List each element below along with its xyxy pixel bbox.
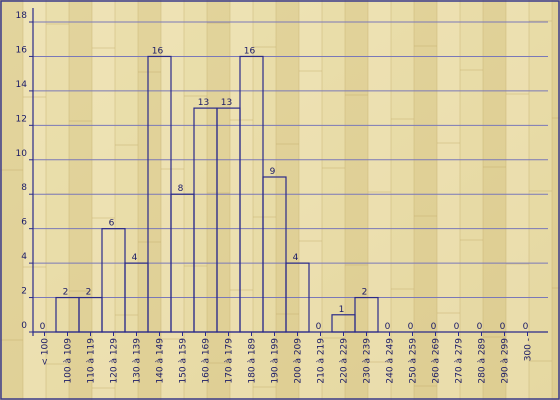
x-tick-label: 300 -	[524, 338, 534, 361]
bar-value-label: 0	[454, 322, 460, 332]
bar-value-label: 16	[152, 46, 164, 56]
x-tick-label: 190 à 199	[271, 338, 281, 384]
bar-value-label: 0	[40, 322, 46, 332]
x-tick-label: 250 à 259	[409, 338, 419, 384]
x-tick-label: 230 à 239	[363, 338, 373, 384]
x-tick-label: 160 à 169	[202, 338, 212, 384]
x-tick-label: 110 à 119	[87, 338, 97, 384]
wood-plank	[460, 0, 483, 400]
bar-value-label: 13	[221, 98, 232, 108]
x-tick-label: 150 à 159	[179, 338, 189, 384]
wood-plank	[322, 0, 345, 400]
bar-value-label: 13	[198, 98, 209, 108]
x-tick-label: 130 à 139	[133, 338, 143, 384]
y-tick-label: 10	[16, 149, 28, 159]
wood-plank	[345, 0, 368, 400]
bar-value-labels: 0 2 2 6 4 16 8 13 13 16 9 4 0 1 2 0 0 0 0 0 0 0	[40, 46, 529, 332]
bar-value-label: 2	[63, 288, 69, 298]
wood-plank	[483, 0, 506, 400]
y-tick-label: 0	[21, 321, 27, 331]
y-tick-label: 18	[16, 11, 28, 21]
wood-plank	[437, 0, 460, 400]
x-tick-label: 170 à 179	[225, 338, 235, 384]
wood-plank	[184, 0, 207, 400]
x-tick-label: 140 à 149	[156, 338, 166, 384]
bar-value-label: 0	[523, 322, 529, 332]
x-tick-label: 100 à 109	[64, 338, 74, 384]
x-tick-label: 220 à 229	[340, 338, 350, 384]
y-tick-label: 6	[21, 218, 27, 228]
y-tick-label: 12	[16, 114, 27, 124]
x-tick-label: 120 à 129	[110, 338, 120, 384]
bar-value-label: 6	[109, 219, 115, 229]
wood-plank	[46, 0, 69, 400]
bar-value-label: 4	[293, 253, 299, 263]
bar-value-label: 4	[132, 253, 138, 263]
wood-plank	[115, 0, 138, 400]
y-tick-label: 8	[21, 183, 27, 193]
wood-plank	[230, 0, 253, 400]
bar-value-label: 0	[500, 322, 506, 332]
wood-plank	[92, 0, 115, 400]
y-tick-label: 16	[16, 45, 28, 55]
wood-plank	[414, 0, 437, 400]
x-tick-label: 210 à 219	[317, 338, 327, 384]
wood-plank	[368, 0, 391, 400]
x-tick-label: 200 à 209	[294, 338, 304, 384]
wood-plank	[506, 0, 529, 400]
bar-value-label: 1	[339, 305, 345, 315]
x-tick-label: 270 à 279	[455, 338, 465, 384]
wood-plank	[276, 0, 299, 400]
wood-plank	[69, 0, 92, 400]
bar-value-label: 2	[362, 288, 368, 298]
wood-plank	[0, 0, 23, 400]
y-tick-label: 2	[21, 287, 27, 297]
x-tick-label: 180 à 189	[248, 338, 258, 384]
y-tick-label: 4	[21, 252, 27, 262]
wood-plank	[161, 0, 184, 400]
wood-plank	[23, 0, 46, 400]
y-axis: 0 2 4 6 8 10 12 14 16 18	[16, 8, 34, 336]
x-tick-label: 290 à 299	[501, 338, 511, 384]
bar-value-label: 16	[244, 46, 256, 56]
x-tick-label: 240 à 249	[386, 338, 396, 384]
bar-value-label: 0	[431, 322, 437, 332]
x-tick-label: 280 à 289	[478, 338, 488, 384]
bar-value-label: 2	[86, 288, 92, 298]
bar-value-label: 0	[385, 322, 391, 332]
wood-plank	[391, 0, 414, 400]
bar-value-label: 0	[316, 322, 322, 332]
wood-plank	[253, 0, 276, 400]
wood-plank	[207, 0, 230, 400]
bar-value-label: 8	[178, 184, 184, 194]
x-axis: < 100 100 à 109 110 à 119 120 à 129 130 à 13…	[33, 331, 548, 384]
x-tick-label: 260 à 269	[432, 338, 442, 384]
bar-value-label: 9	[270, 167, 276, 177]
bar-value-label: 0	[408, 322, 414, 332]
wood-plank	[138, 0, 161, 400]
bar-value-label: 0	[477, 322, 483, 332]
wood-plank	[299, 0, 322, 400]
wood-plank	[529, 0, 552, 400]
y-tick-label: 14	[16, 80, 28, 90]
wood-plank	[552, 0, 560, 400]
x-tick-label: < 100	[41, 338, 51, 366]
